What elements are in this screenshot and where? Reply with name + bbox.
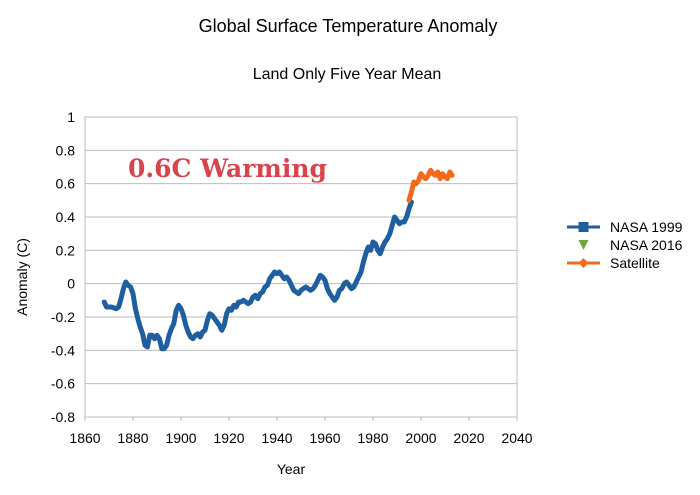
x-tick-label: 2000 bbox=[405, 430, 436, 446]
y-tick-label: -0.6 bbox=[51, 376, 75, 392]
y-tick-label: -0.2 bbox=[51, 309, 75, 325]
x-tick-label: 1940 bbox=[261, 430, 292, 446]
legend-label: NASA 2016 bbox=[610, 237, 683, 253]
y-tick-label: 0.2 bbox=[56, 242, 76, 258]
y-tick-label: 0 bbox=[67, 276, 75, 292]
y-tick-label: -0.8 bbox=[51, 409, 75, 425]
x-tick-label: 1900 bbox=[165, 430, 196, 446]
legend: NASA 1999 NASA 2016 Satellite bbox=[567, 219, 683, 271]
y-tick-label: 1 bbox=[67, 109, 75, 125]
legend-label: NASA 1999 bbox=[610, 219, 683, 235]
x-tick-label: 2040 bbox=[501, 430, 532, 446]
x-axis-ticks: 1860 1880 1900 1920 1940 1960 1980 2000 2020 2040 bbox=[69, 417, 533, 446]
chart-title: Global Surface Temperature Anomaly bbox=[199, 16, 498, 36]
x-tick-label: 1880 bbox=[117, 430, 148, 446]
x-tick-label: 1980 bbox=[357, 430, 388, 446]
y-axis-ticks: -0.8 -0.6 -0.4 -0.2 0 0.2 0.4 0.6 0.8 1 bbox=[51, 109, 75, 425]
gridlines bbox=[85, 116, 517, 418]
legend-label: Satellite bbox=[610, 255, 660, 271]
series-line-0 bbox=[101, 199, 414, 352]
x-tick-label: 1920 bbox=[213, 430, 244, 446]
x-axis-label: Year bbox=[277, 461, 306, 477]
y-tick-label: 0.8 bbox=[56, 142, 76, 158]
warming-annotation: 0.6C Warming bbox=[128, 154, 327, 183]
legend-marker-triangle bbox=[578, 240, 589, 250]
chart-subtitle: Land Only Five Year Mean bbox=[253, 66, 442, 83]
y-tick-label: 0.6 bbox=[56, 176, 76, 192]
y-axis-label: Anomaly (C) bbox=[14, 238, 30, 316]
x-tick-label: 1960 bbox=[309, 430, 340, 446]
series-lines bbox=[101, 167, 455, 352]
y-tick-label: 0.4 bbox=[56, 209, 76, 225]
legend-marker-diamond bbox=[578, 258, 589, 268]
x-tick-label: 1860 bbox=[69, 430, 100, 446]
x-tick-label: 2020 bbox=[453, 430, 484, 446]
series-line-2 bbox=[406, 167, 455, 203]
legend-marker-square bbox=[578, 222, 589, 232]
y-tick-label: -0.4 bbox=[51, 342, 75, 358]
